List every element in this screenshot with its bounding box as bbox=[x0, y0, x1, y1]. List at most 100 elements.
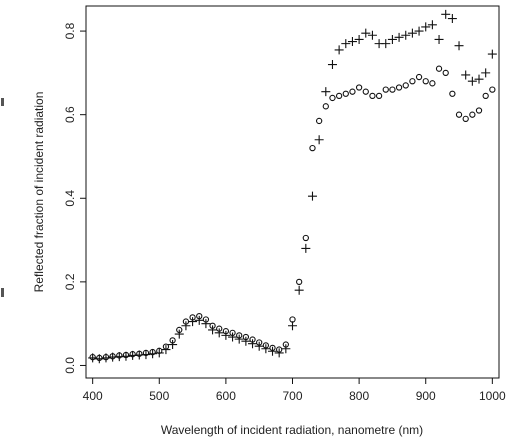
plus-point bbox=[381, 39, 391, 49]
plus-point bbox=[161, 345, 171, 355]
x-axis-label: Wavelength of incident radiation, nanome… bbox=[161, 423, 423, 437]
plus-point bbox=[181, 321, 191, 331]
circle-point bbox=[329, 94, 336, 102]
x-tick-label-400: 400 bbox=[83, 389, 103, 403]
circle-point bbox=[402, 82, 409, 89]
plus-point bbox=[394, 32, 404, 42]
x-tick-label-1000: 1000 bbox=[479, 389, 506, 403]
circle-point bbox=[469, 111, 476, 118]
plus-point bbox=[241, 336, 251, 346]
circle-point bbox=[415, 73, 423, 81]
plus-point bbox=[294, 285, 304, 295]
plus-point bbox=[474, 74, 484, 84]
y-axis-label: Reflected fraction of incident radiation bbox=[32, 92, 46, 293]
plus-point bbox=[334, 45, 344, 55]
plus-point bbox=[188, 317, 198, 327]
plus-point bbox=[301, 243, 311, 253]
y-tick-label-4: 0.8 bbox=[63, 22, 77, 39]
plus-point bbox=[481, 68, 491, 78]
plus-point bbox=[327, 60, 337, 70]
margin-mark-bottom bbox=[1, 288, 4, 297]
plus-point bbox=[461, 70, 471, 80]
plus-point bbox=[434, 34, 444, 44]
plus-point bbox=[208, 325, 218, 335]
x-tick-label-600: 600 bbox=[216, 389, 236, 403]
plus-point bbox=[321, 87, 331, 97]
plus-point bbox=[414, 26, 424, 36]
y-tick-label-2: 0.4 bbox=[63, 190, 77, 207]
plus-point bbox=[281, 344, 291, 354]
circle-point bbox=[389, 86, 396, 93]
circle-point bbox=[409, 78, 416, 85]
x-axis: 400 500 600 700 800 900 1000 bbox=[83, 378, 506, 403]
y-axis: 0.0 0.2 0.4 0.6 0.8 bbox=[63, 22, 86, 374]
circle-point bbox=[455, 111, 463, 118]
plus-point bbox=[347, 37, 357, 47]
circle-point bbox=[475, 107, 483, 114]
plus-point bbox=[168, 340, 178, 350]
plus-point bbox=[194, 315, 204, 325]
plus-point bbox=[314, 135, 324, 145]
plus-point bbox=[221, 330, 231, 340]
circle-point bbox=[315, 117, 323, 125]
circle-point bbox=[435, 65, 443, 72]
plus-point bbox=[201, 319, 211, 329]
plus-point bbox=[288, 321, 297, 331]
x-tick-label-800: 800 bbox=[349, 389, 369, 403]
circle-point bbox=[349, 88, 356, 95]
plus-point bbox=[421, 22, 431, 32]
circle-point bbox=[296, 278, 303, 286]
plus-point bbox=[154, 348, 164, 358]
plus-point bbox=[174, 329, 184, 339]
circle-point bbox=[342, 90, 349, 97]
plus-point bbox=[141, 350, 151, 360]
plus-point bbox=[427, 20, 437, 30]
circle-point bbox=[375, 92, 383, 100]
circle-point bbox=[382, 86, 389, 93]
y-tick-label-0: 0.0 bbox=[63, 357, 77, 374]
plus-point bbox=[467, 76, 477, 86]
plus-point bbox=[268, 346, 278, 356]
plus-point bbox=[407, 28, 417, 38]
plus-point bbox=[341, 39, 351, 49]
plus-point bbox=[447, 14, 457, 24]
circle-point bbox=[322, 103, 329, 110]
plus-point bbox=[254, 341, 264, 351]
margin-mark-top bbox=[1, 98, 4, 106]
circle-point bbox=[462, 115, 469, 123]
plus-point bbox=[307, 191, 317, 201]
plus-point bbox=[274, 348, 284, 358]
series-circle-markers bbox=[89, 65, 496, 362]
circle-point bbox=[355, 84, 363, 91]
plus-point bbox=[387, 34, 397, 44]
plus-point bbox=[121, 351, 131, 361]
circle-point bbox=[362, 88, 369, 95]
plus-point bbox=[261, 344, 271, 354]
circle-point bbox=[442, 69, 449, 77]
plus-point bbox=[401, 30, 411, 40]
plus-point bbox=[354, 34, 364, 44]
plus-point bbox=[228, 332, 238, 342]
plus-point bbox=[441, 9, 451, 19]
plus-point bbox=[248, 339, 258, 349]
plus-point bbox=[148, 349, 158, 359]
plus-point bbox=[214, 328, 224, 338]
circle-point bbox=[449, 90, 456, 97]
circle-point bbox=[309, 144, 316, 152]
plus-point bbox=[101, 353, 111, 363]
plus-point bbox=[454, 41, 464, 51]
circle-point bbox=[302, 234, 309, 242]
x-tick-label-500: 500 bbox=[149, 389, 169, 403]
circle-point bbox=[369, 92, 376, 100]
plus-point bbox=[94, 354, 104, 364]
x-tick-label-900: 900 bbox=[416, 389, 436, 403]
circle-point bbox=[335, 92, 343, 100]
plus-point bbox=[367, 30, 377, 40]
y-tick-label-1: 0.2 bbox=[63, 273, 77, 290]
x-tick-label-700: 700 bbox=[282, 389, 302, 403]
plus-point bbox=[234, 334, 244, 344]
y-tick-label-3: 0.6 bbox=[63, 106, 77, 123]
circle-point bbox=[395, 84, 403, 91]
circle-point bbox=[429, 80, 436, 87]
